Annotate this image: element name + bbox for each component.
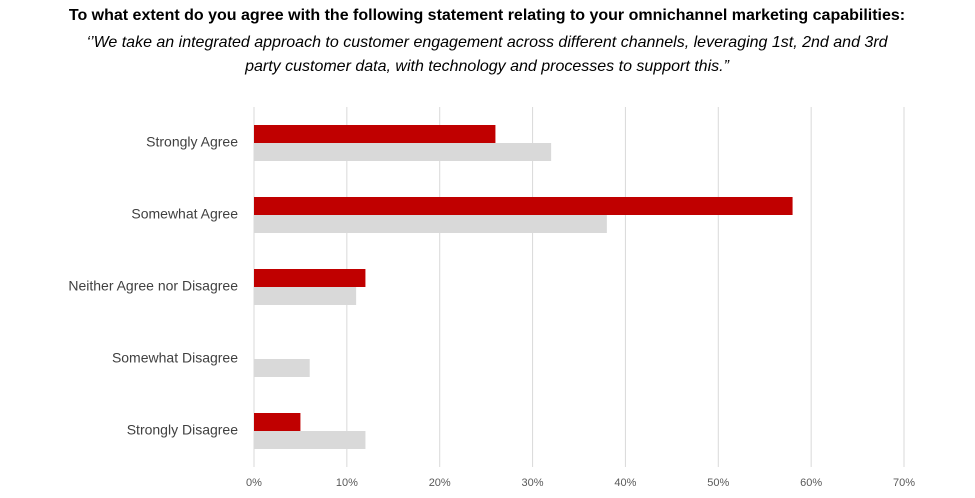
y-tick-label: Somewhat Agree — [131, 206, 238, 222]
x-tick-label: 30% — [522, 477, 544, 489]
chart-subtitle: ‘’We take an integrated approach to cust… — [86, 34, 888, 51]
x-tick-label: 20% — [429, 477, 451, 489]
bar — [254, 431, 366, 449]
bar — [254, 269, 366, 287]
x-tick-label: 60% — [800, 477, 822, 489]
y-tick-label: Strongly Disagree — [127, 422, 238, 438]
bar — [254, 359, 310, 377]
chart-title: To what extent do you agree with the fol… — [69, 7, 905, 24]
chart-subtitle: party customer data, with technology and… — [244, 58, 729, 75]
y-tick-label: Strongly Agree — [146, 134, 238, 150]
bar — [254, 125, 496, 143]
x-tick-label: 0% — [246, 477, 262, 489]
bar — [254, 215, 607, 233]
bar — [254, 413, 301, 431]
bar — [254, 143, 552, 161]
x-tick-label: 70% — [893, 477, 915, 489]
bar — [254, 197, 793, 215]
x-tick-label: 10% — [336, 477, 358, 489]
y-tick-label: Somewhat Disagree — [112, 350, 238, 366]
y-tick-label: Neither Agree nor Disagree — [68, 278, 238, 294]
bar — [254, 287, 357, 305]
x-tick-label: 50% — [707, 477, 729, 489]
x-tick-label: 40% — [614, 477, 636, 489]
